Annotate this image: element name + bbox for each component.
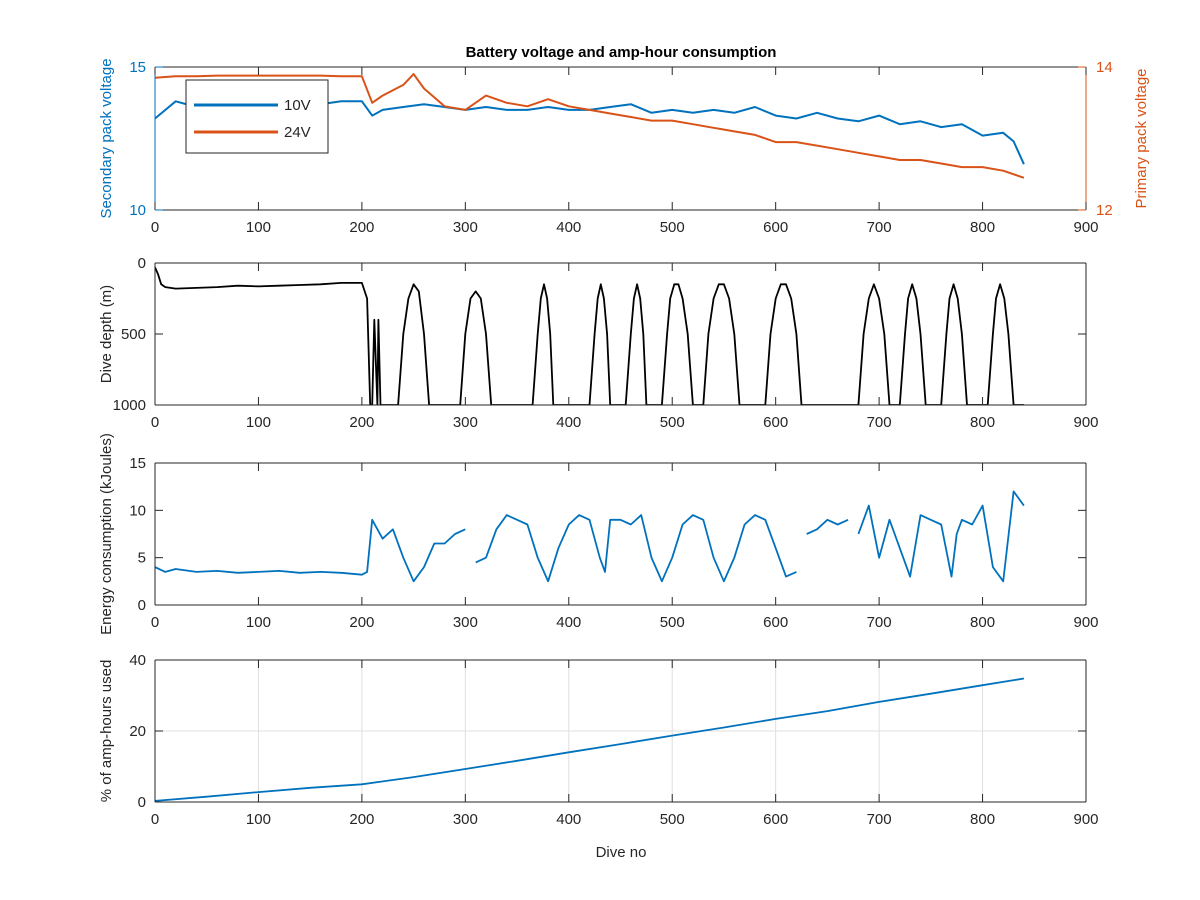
x-tick-label: 300 — [453, 614, 478, 631]
series-line-data0 — [155, 490, 1025, 583]
right-y-axis-label: Primary pack voltage — [1133, 68, 1150, 208]
y-tick-label: 1000 — [113, 397, 146, 414]
x-tick-label: 100 — [246, 811, 271, 828]
x-tick-label: 0 — [151, 219, 159, 236]
series-line-data0 — [155, 266, 1024, 405]
y-axis-label: Secondary pack voltage — [98, 58, 115, 218]
y-axis-label: % of amp-hours used — [98, 660, 115, 803]
x-tick-label: 0 — [151, 614, 159, 631]
y-tick-label: 10 — [129, 202, 146, 219]
x-tick-label: 900 — [1073, 414, 1098, 431]
y-tick-label: 0 — [138, 597, 146, 614]
right-y-tick-label: 12 — [1096, 202, 1113, 219]
x-tick-label: 0 — [151, 414, 159, 431]
y-tick-label: 20 — [129, 723, 146, 740]
x-tick-label: 400 — [556, 219, 581, 236]
chart-title: Battery voltage and amp-hour consumption — [466, 44, 777, 61]
x-tick-label: 100 — [246, 219, 271, 236]
y-tick-label: 15 — [129, 455, 146, 472]
x-tick-label: 400 — [556, 614, 581, 631]
voltage-panel: 0 100 200 300 400 500 600 700 800 900 10 15 12 14 Seco… — [98, 58, 1150, 236]
x-tick-label: 500 — [660, 414, 685, 431]
x-tick-label: 300 — [453, 219, 478, 236]
y-tick-label: 10 — [129, 502, 146, 519]
x-tick-label: 300 — [453, 414, 478, 431]
plot-area — [155, 463, 1086, 605]
x-tick-label: 900 — [1073, 811, 1098, 828]
right-y-tick-label: 14 — [1096, 59, 1113, 76]
y-tick-label: 40 — [129, 652, 146, 669]
legend-box — [185, 79, 329, 154]
x-tick-label: 0 — [151, 811, 159, 828]
x-tick-label: 200 — [349, 811, 374, 828]
x-tick-label: 800 — [970, 414, 995, 431]
series-line-data0 — [155, 677, 1025, 802]
y-tick-label: 15 — [129, 59, 146, 76]
x-tick-label: 200 — [349, 614, 374, 631]
x-tick-label: 600 — [763, 614, 788, 631]
plot-area — [155, 263, 1086, 405]
series-line-24v — [155, 73, 1025, 179]
x-tick-label: 600 — [763, 219, 788, 236]
legend-label-10v: 10V — [284, 97, 311, 114]
y-tick-label: 0 — [138, 794, 146, 811]
x-tick-label: 400 — [556, 811, 581, 828]
amphours-panel: 0 100 200 300 400 500 600 700 800 900 0 20 40 % of am… — [98, 652, 1099, 828]
x-tick-label: 500 — [660, 614, 685, 631]
x-tick-label: 300 — [453, 811, 478, 828]
legend: 10V 24V — [185, 79, 329, 154]
y-tick-label: 0 — [138, 255, 146, 272]
x-tick-label: 500 — [660, 811, 685, 828]
x-tick-label: 700 — [867, 414, 892, 431]
subplot-group: 0 100 200 300 400 500 600 700 800 90010151214Seco… — [98, 58, 1150, 828]
x-tick-label: 800 — [970, 811, 995, 828]
x-tick-label: 400 — [556, 414, 581, 431]
x-tick-label: 600 — [763, 811, 788, 828]
x-tick-label: 500 — [660, 219, 685, 236]
x-tick-label: 900 — [1073, 219, 1098, 236]
x-axis-label: Dive no — [596, 844, 647, 861]
x-tick-label: 200 — [349, 414, 374, 431]
x-tick-label: 700 — [867, 614, 892, 631]
x-tick-label: 200 — [349, 219, 374, 236]
y-axis-label: Energy consumption (kJoules) — [98, 433, 115, 635]
depth-panel: 0 100 200 300 400 500 600 700 800 900 0 500 1000 Dive… — [98, 255, 1099, 431]
x-tick-label: 900 — [1073, 614, 1098, 631]
y-tick-label: 5 — [138, 550, 146, 567]
y-axis-label: Dive depth (m) — [98, 285, 115, 383]
x-tick-label: 800 — [970, 219, 995, 236]
legend-label-24v: 24V — [284, 124, 311, 141]
y-tick-label: 500 — [121, 326, 146, 343]
x-tick-label: 700 — [867, 811, 892, 828]
energy-panel: 0 100 200 300 400 500 600 700 800 900 0 5 10 15 Energy… — [98, 433, 1099, 635]
x-tick-label: 700 — [867, 219, 892, 236]
x-tick-label: 100 — [246, 614, 271, 631]
x-tick-label: 800 — [970, 614, 995, 631]
x-tick-label: 600 — [763, 414, 788, 431]
x-tick-label: 100 — [246, 414, 271, 431]
